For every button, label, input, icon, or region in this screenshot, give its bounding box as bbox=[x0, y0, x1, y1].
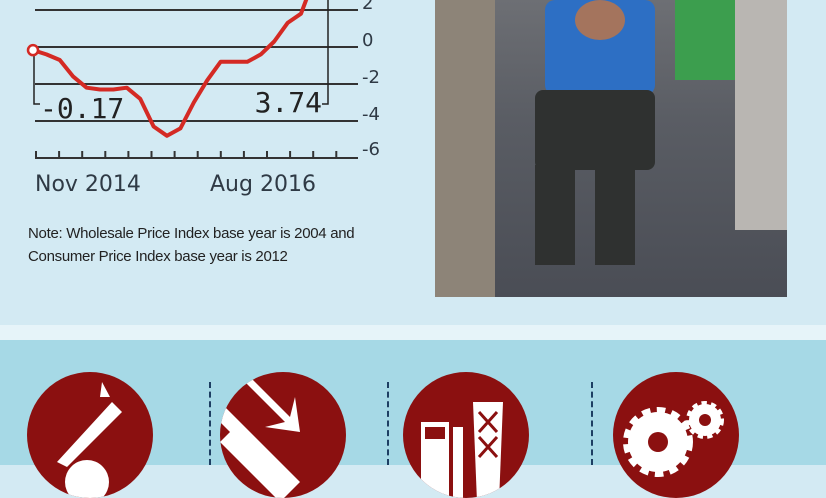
start-bracket bbox=[33, 48, 40, 105]
divider bbox=[209, 382, 211, 465]
end-value-label: 3.74 bbox=[255, 86, 322, 119]
y-tick-label: 0 bbox=[362, 30, 373, 51]
y-tick-label: -4 bbox=[362, 104, 380, 125]
x-label-start: Nov 2014 bbox=[35, 172, 141, 197]
y-tick-label: 2 bbox=[362, 0, 373, 14]
vegetables-icon bbox=[27, 372, 153, 498]
divider bbox=[591, 382, 593, 465]
end-bracket bbox=[322, 0, 329, 105]
start-value-label: -0.17 bbox=[40, 92, 124, 125]
divider bbox=[387, 382, 389, 465]
wpi-series-line bbox=[32, 0, 309, 138]
chart-note: Note: Wholesale Price Index base year is… bbox=[28, 225, 355, 265]
gears-icon bbox=[613, 372, 739, 498]
y-tick-label: -2 bbox=[362, 67, 380, 88]
start-marker bbox=[26, 43, 40, 57]
y-tick-label: -6 bbox=[362, 139, 380, 160]
separator-band bbox=[0, 325, 826, 340]
market-photo bbox=[435, 0, 787, 297]
wpi-line-chart: 2 0 -2 -4 -6 -0.17 3.74 Nov 2014 Aug 2016 bbox=[26, 0, 380, 197]
factory-icon bbox=[403, 372, 529, 498]
x-label-end: Aug 2016 bbox=[210, 172, 316, 197]
falling-arrows-icon bbox=[220, 372, 346, 498]
